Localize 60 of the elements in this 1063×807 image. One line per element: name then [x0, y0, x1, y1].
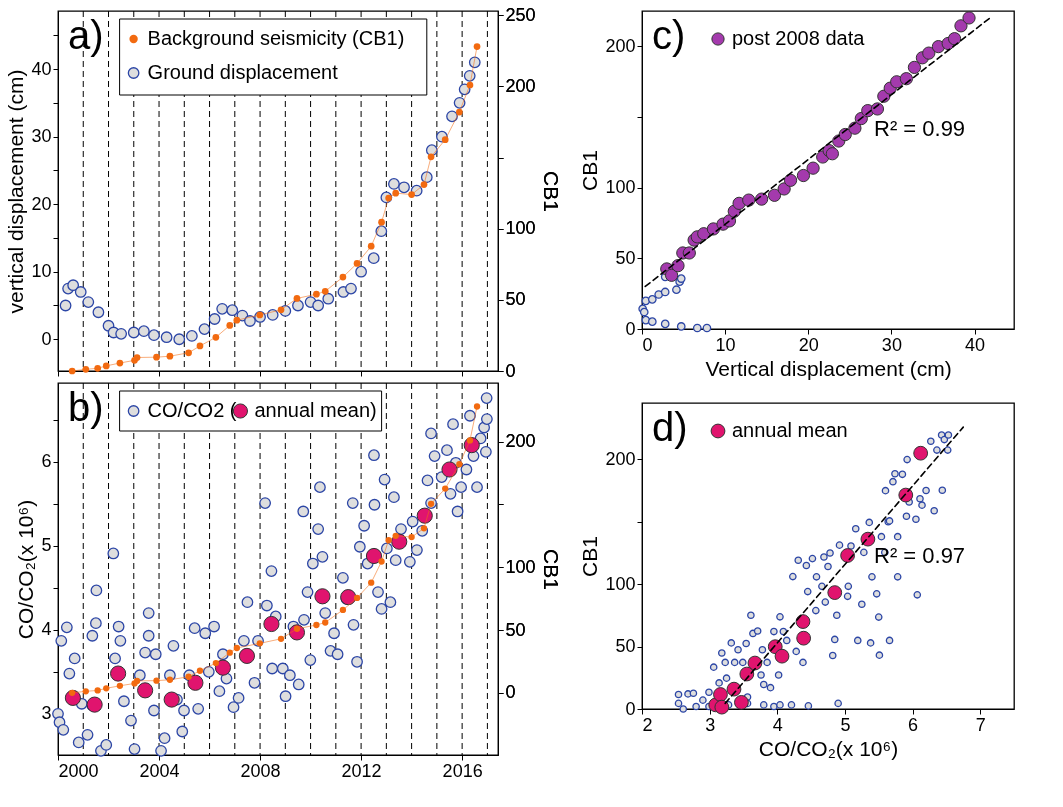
y-tick-label: 30 — [31, 126, 52, 147]
y-tick-label: 50 — [615, 636, 636, 657]
y2-tick-label: 0 — [505, 360, 516, 381]
y2-axis-title: CB1 — [539, 549, 563, 590]
y-tick-label: 200 — [605, 35, 636, 56]
y-axis-title: CB1 — [578, 150, 602, 191]
y2-tick-label: 200 — [505, 431, 536, 452]
y2-tick-label: 50 — [505, 619, 526, 640]
y-tick-label: 0 — [625, 318, 636, 339]
x-tick-label: 2008 — [240, 760, 281, 781]
annotation: d) — [652, 405, 688, 449]
x-tick-label: 2000 — [58, 760, 99, 781]
y-axis-title: CO/CO₂(x 10⁶) — [14, 499, 38, 640]
x-tick-label: 0 — [642, 334, 653, 355]
y2-tick-label: 0 — [505, 682, 516, 703]
y-tick-label: 4 — [41, 619, 52, 640]
y-tick-label: 0 — [625, 698, 636, 719]
x-tick-label: 4 — [772, 714, 783, 735]
annotation: R² = 0.99 — [874, 115, 966, 141]
y2-tick-label: 50 — [505, 289, 526, 310]
annotation: R² = 0.97 — [874, 543, 966, 568]
legend-label: CO/CO2 ( — [147, 399, 237, 421]
x-tick-label: 40 — [965, 334, 986, 355]
y2-tick-label: 100 — [505, 556, 536, 577]
x-tick-label: 2012 — [341, 760, 382, 781]
y-tick-label: 100 — [605, 573, 636, 594]
legend-label: post 2008 data — [732, 27, 866, 49]
annotation: c) — [652, 13, 686, 57]
legend-label: Background seismicity (CB1) — [147, 27, 405, 49]
x-tick-label: 3 — [705, 714, 716, 735]
y-tick-label: 6 — [41, 451, 52, 472]
legend-label: Ground displacement — [147, 61, 339, 83]
y2-axis-title: CB1 — [539, 171, 563, 212]
annotation: b) — [68, 385, 104, 429]
y-tick-label: 20 — [31, 193, 52, 214]
y2-tick-label: 100 — [505, 218, 536, 239]
y-axis-title: vertical displacement (cm) — [4, 69, 28, 314]
y-tick-label: 200 — [605, 448, 636, 469]
legend-label: annual mean — [732, 419, 848, 441]
y-tick-label: 10 — [31, 261, 52, 282]
legend-label: annual mean) — [254, 399, 377, 421]
y-tick-label: 100 — [605, 177, 636, 198]
x-tick-label: 2 — [642, 714, 653, 735]
x-axis-title: CO/CO₂(x 10⁶) — [758, 736, 899, 760]
x-tick-label: 7 — [975, 714, 986, 735]
x-tick-label: 2004 — [139, 760, 180, 781]
x-axis-title: Vertical displacement (cm) — [705, 356, 952, 380]
x-tick-label: 2016 — [442, 760, 483, 781]
x-tick-label: 5 — [840, 714, 851, 735]
y2-tick-label: 250 — [505, 4, 536, 25]
y-axis-title: CB1 — [578, 536, 602, 577]
annotation: a) — [68, 13, 104, 57]
x-tick-label: 10 — [715, 334, 736, 355]
y-tick-label: 50 — [615, 247, 636, 268]
x-tick-label: 30 — [881, 334, 902, 355]
y-tick-label: 40 — [31, 58, 52, 79]
x-tick-label: 6 — [908, 714, 919, 735]
x-tick-label: 20 — [798, 334, 819, 355]
y2-tick-label: 200 — [505, 75, 536, 96]
y-tick-label: 5 — [41, 535, 52, 556]
